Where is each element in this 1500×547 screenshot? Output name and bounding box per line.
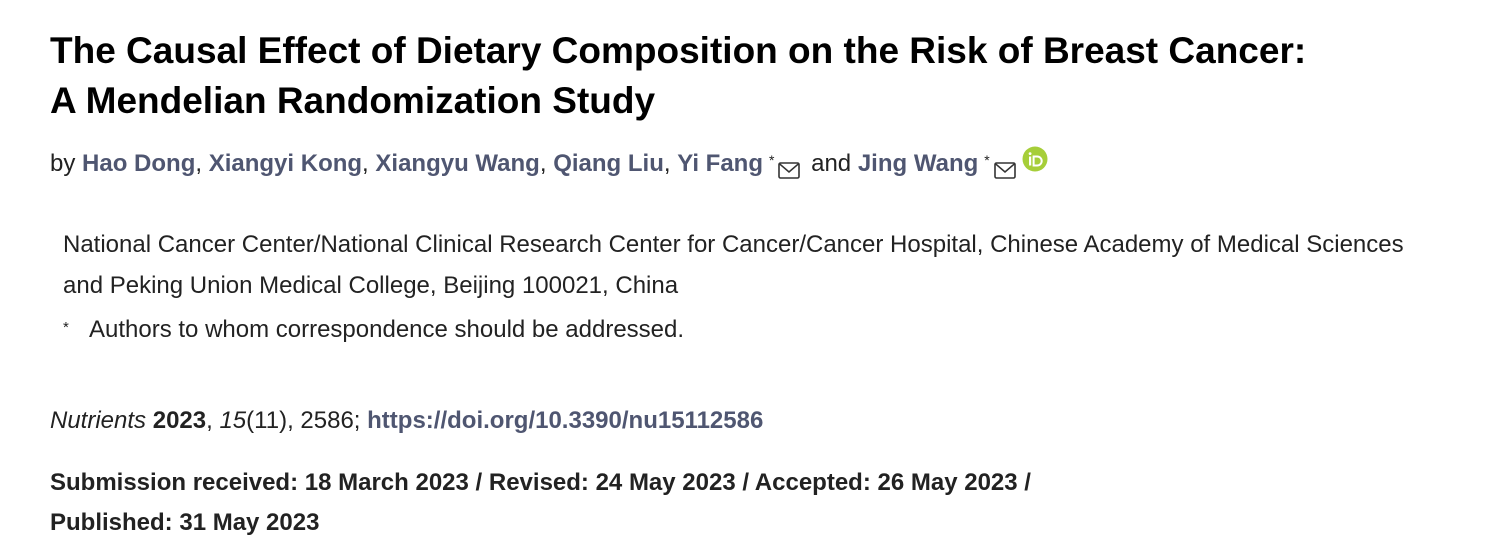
author-link-jing-wang[interactable]: Jing Wang — [857, 150, 979, 177]
author-link-yi-fang[interactable]: Yi Fang — [677, 150, 763, 177]
author-link-qiang-liu[interactable]: Qiang Liu — [553, 150, 664, 177]
citation-issue: (11) — [246, 407, 288, 434]
author-separator: , — [663, 150, 671, 177]
publication-dates: Submission received: 18 March 2023 / Rev… — [50, 463, 1210, 543]
citation-year: 2023 — [152, 407, 207, 434]
affiliation: National Cancer Center/National Clinical… — [63, 231, 1404, 299]
corresponding-mark: * — [768, 152, 775, 168]
footnote-mark: * — [63, 319, 69, 336]
article-title: The Causal Effect of Dietary Composition… — [50, 26, 1470, 126]
title-line-1: The Causal Effect of Dietary Composition… — [50, 30, 1307, 71]
author-link-xiangyu-wang[interactable]: Xiangyu Wang — [375, 150, 540, 177]
title-line-2: A Mendelian Randomization Study — [50, 80, 656, 121]
author-separator: , — [539, 150, 547, 177]
by-label: by — [50, 150, 76, 177]
journal-name: Nutrients — [50, 407, 147, 434]
author-link-xiangyi-kong[interactable]: Xiangyi Kong — [208, 150, 363, 177]
footnote-text: Authors to whom correspondence should be… — [89, 316, 685, 343]
author-list: by Hao Dong, Xiangyi Kong, Xiangyu Wang,… — [50, 146, 1470, 190]
citation-line: Nutrients 2023, 15(11), 2586; https://do… — [50, 407, 764, 434]
author-separator: , — [362, 150, 369, 177]
author-separator: , — [195, 150, 203, 177]
correspondence-footnote: * Authors to whom correspondence should b… — [63, 312, 684, 348]
dates-line-1: Submission received: 18 March 2023 / Rev… — [50, 469, 1031, 496]
citation-volume: 15 — [219, 407, 247, 434]
mail-icon[interactable] — [778, 154, 801, 190]
citation-article-number: 2586; — [300, 407, 361, 434]
author-link-hao-dong[interactable]: Hao Dong — [82, 150, 196, 177]
corresponding-mark: * — [984, 152, 990, 168]
doi-link[interactable]: https://doi.org/10.3390/nu15112586 — [367, 407, 764, 434]
orcid-icon[interactable] — [1022, 146, 1048, 183]
dates-line-2: Published: 31 May 2023 — [50, 509, 320, 536]
and-label: and — [811, 150, 852, 177]
mail-icon[interactable] — [993, 154, 1016, 190]
